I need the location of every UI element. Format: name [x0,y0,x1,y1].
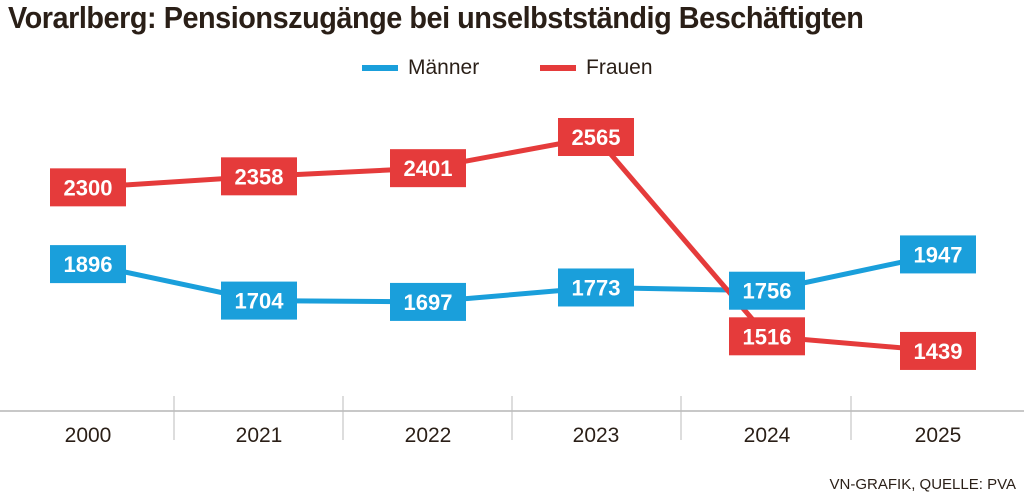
series-line-0 [87,251,939,305]
x-tick-label: 2024 [744,424,791,447]
data-point-box [390,149,466,188]
data-label: 1704 [235,289,285,314]
x-tick-label: 2022 [405,424,452,447]
data-point-box [221,281,297,320]
source-note: VN-GRAFIK, QUELLE: PVA [829,476,1016,493]
data-label: 1516 [743,324,792,349]
x-tick-label: 2025 [915,424,962,447]
data-label: 1896 [64,252,113,277]
data-point-box [50,245,126,284]
legend-label: Männer [408,56,480,79]
data-point-box [729,317,805,356]
data-label: 1756 [743,279,792,304]
data-label: 1773 [572,275,621,300]
data-point-box [729,271,805,310]
chart-title: Vorarlberg: Pensionszugänge bei unselbst… [8,0,864,35]
legend-label: Frauen [586,56,653,79]
data-point-box [390,282,466,321]
data-label: 2565 [572,125,621,150]
legend-swatch [362,65,398,71]
series-line-1 [87,134,939,354]
data-label: 1697 [404,290,453,315]
data-label: 2300 [64,175,113,200]
data-point-box [900,235,976,274]
data-point-box [558,118,634,156]
legend-swatch [540,65,576,71]
data-label: 2401 [404,156,453,181]
data-label: 1439 [914,339,963,364]
x-tick-label: 2000 [65,424,112,447]
x-tick-label: 2021 [236,424,283,447]
legend-item-maenner: Männer [362,56,479,80]
data-point-box [50,168,126,207]
legend-item-frauen: Frauen [540,56,653,80]
x-tick-label: 2023 [573,424,620,447]
data-label: 1947 [914,242,963,267]
data-point-box [900,331,976,370]
data-point-box [558,268,634,307]
data-point-box [221,157,297,196]
data-label: 2358 [235,164,284,189]
